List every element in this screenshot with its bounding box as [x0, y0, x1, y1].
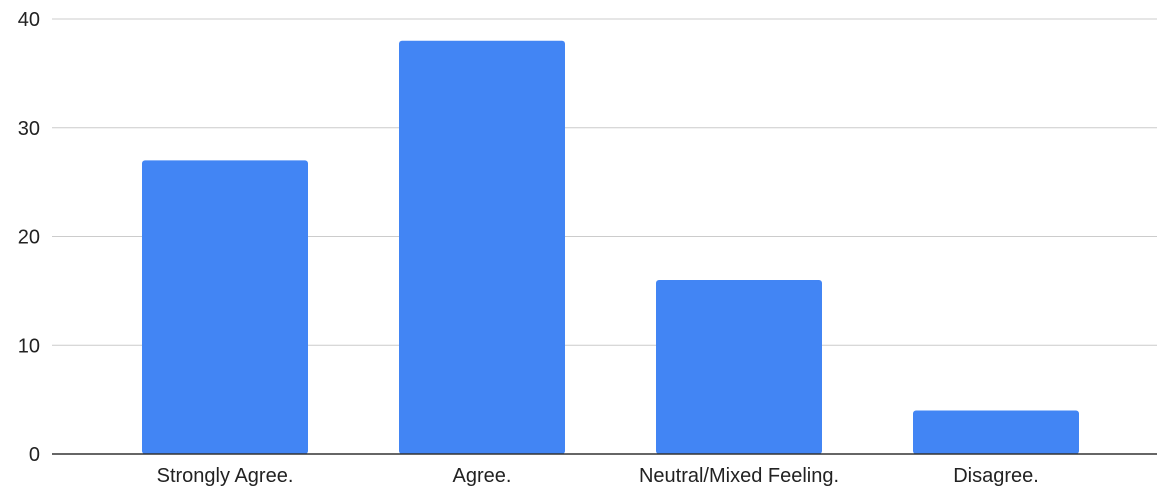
bar	[142, 160, 308, 454]
bar	[656, 280, 822, 454]
x-category-label: Neutral/Mixed Feeling.	[639, 465, 839, 486]
y-tick-label: 20	[18, 227, 40, 249]
y-tick-label: 10	[18, 335, 40, 357]
bar	[913, 410, 1079, 454]
x-category-label: Agree.	[453, 465, 512, 486]
y-tick-label: 40	[18, 9, 40, 31]
x-axis-category-labels: Strongly Agree. Agree. Neutral/Mixed Feeli…	[157, 465, 1039, 486]
x-category-label: Strongly Agree.	[157, 465, 294, 486]
y-tick-label: 30	[18, 118, 40, 140]
y-tick-label: 0	[29, 444, 40, 466]
bars	[142, 40, 1079, 454]
bar	[399, 40, 565, 454]
y-axis-tick-labels: 0 10 20 30 40	[18, 9, 40, 466]
x-category-label: Disagree.	[953, 465, 1039, 486]
